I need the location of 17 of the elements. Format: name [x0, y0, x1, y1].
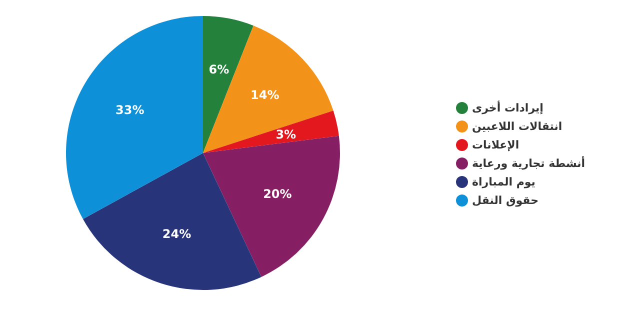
legend-label: يوم المباراة — [472, 176, 536, 188]
pie-slice — [203, 16, 254, 153]
legend-label: انتقالات اللاعبين — [472, 120, 562, 133]
pie-slice — [66, 16, 203, 219]
legend-label: حقوق النقل — [472, 194, 539, 207]
legend-label: الإعلانات — [472, 138, 520, 152]
pie-slice — [203, 26, 334, 153]
pie-slice — [203, 110, 339, 153]
data-label: 24% — [162, 226, 192, 241]
data-label: 3% — [276, 127, 296, 142]
legend-label: إيرادات أخرى — [472, 100, 544, 114]
data-label: 20% — [263, 186, 292, 201]
data-label: 6% — [208, 62, 230, 77]
data-label: 14% — [250, 88, 280, 102]
pie-slice — [82, 153, 262, 290]
legend-label: أنشطة تجارية ورعاية — [472, 156, 586, 170]
data-label: 33% — [116, 102, 144, 117]
